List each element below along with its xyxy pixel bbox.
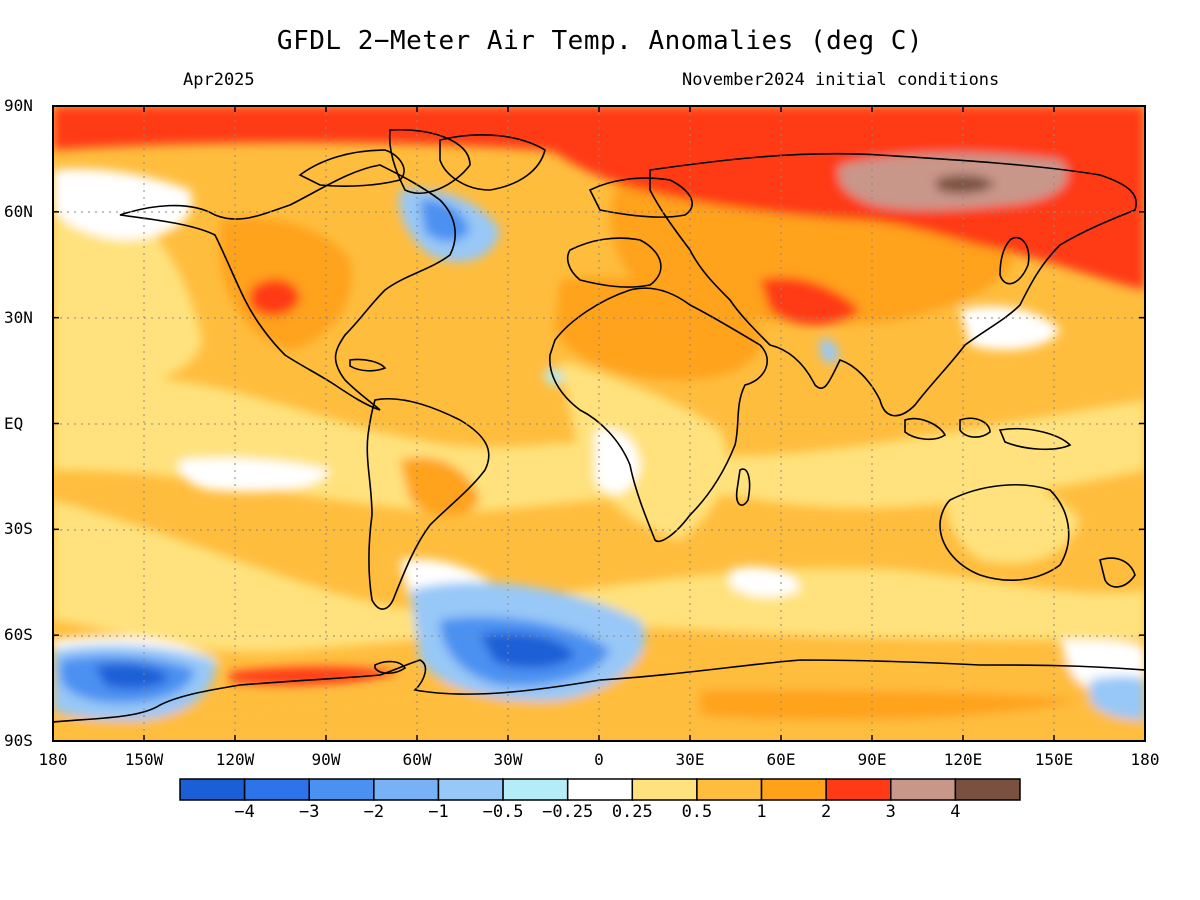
map-title: GFDL 2−Meter Air Temp. Anomalies (deg C) bbox=[276, 26, 924, 56]
lat-label: 90S bbox=[4, 731, 33, 750]
lat-label: 60S bbox=[4, 625, 33, 645]
coastlines bbox=[53, 129, 1145, 741]
colorbar-label: 0.25 bbox=[611, 802, 653, 822]
lon-label: 90E bbox=[857, 750, 887, 769]
lon-label: 90W bbox=[311, 750, 341, 769]
colorbar-swatch bbox=[760, 778, 827, 801]
colorbar-swatch bbox=[179, 778, 246, 801]
valid-month-label: Apr2025 bbox=[183, 70, 255, 90]
colorbar-label: 4 bbox=[950, 802, 961, 822]
lon-label: 60W bbox=[402, 750, 432, 769]
colorbar-swatch bbox=[631, 778, 698, 801]
colorbar-swatch bbox=[243, 778, 310, 801]
colorbar-label: 3 bbox=[885, 802, 896, 822]
lon-label: 120E bbox=[943, 750, 983, 769]
colorbar-label: 0.5 bbox=[681, 802, 713, 822]
graticule bbox=[53, 106, 1145, 741]
lon-label: 30W bbox=[493, 750, 523, 769]
lon-label: 60E bbox=[766, 750, 796, 769]
lon-label: 150W bbox=[124, 750, 164, 769]
colorbar-swatch bbox=[502, 778, 569, 801]
lat-label: 60N bbox=[4, 201, 33, 221]
colorbar-swatch bbox=[566, 778, 634, 801]
init-conditions-label: November2024 initial conditions bbox=[682, 70, 1000, 90]
lon-label: 120W bbox=[215, 750, 255, 769]
colorbar-swatch bbox=[373, 778, 440, 801]
colorbar-swatch bbox=[954, 778, 1021, 801]
colorbar-swatch bbox=[308, 778, 375, 801]
axis-ticks bbox=[52, 105, 1146, 742]
colorbar-swatch bbox=[696, 778, 763, 801]
colorbar-label: −0.5 bbox=[482, 802, 524, 822]
colorbar-label: 1 bbox=[756, 802, 767, 822]
colorbar-label: 2 bbox=[821, 802, 832, 822]
colorbar-swatch bbox=[890, 778, 957, 801]
lon-label: 180 bbox=[1130, 750, 1160, 769]
lat-label: 30N bbox=[4, 307, 33, 327]
lon-label: 150E bbox=[1034, 750, 1074, 769]
lat-label: EQ bbox=[4, 413, 24, 433]
lon-label: 0 bbox=[594, 750, 604, 769]
colorbar-label: −3 bbox=[298, 802, 320, 822]
colorbar-swatch bbox=[825, 778, 892, 801]
lat-label: 30S bbox=[4, 519, 33, 539]
colorbar-swatch bbox=[437, 778, 504, 801]
colorbar-label: −1 bbox=[428, 802, 449, 822]
lon-label: 180 bbox=[38, 750, 68, 769]
lat-label: 90N bbox=[4, 96, 33, 115]
colorbar-label: −4 bbox=[234, 802, 255, 822]
lon-label: 30E bbox=[675, 750, 705, 769]
colorbar-label: −0.25 bbox=[542, 802, 594, 822]
colorbar-label: −2 bbox=[363, 802, 385, 822]
